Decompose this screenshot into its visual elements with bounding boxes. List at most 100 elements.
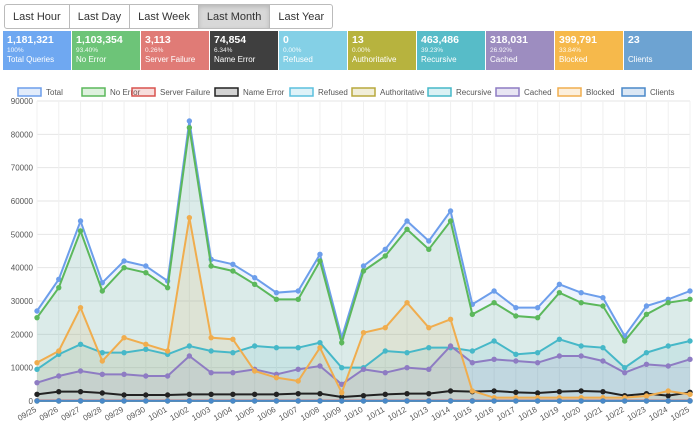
data-point[interactable] bbox=[121, 371, 127, 378]
data-point[interactable] bbox=[578, 343, 584, 349]
data-point[interactable] bbox=[164, 348, 171, 354]
data-point[interactable] bbox=[404, 218, 410, 224]
data-point[interactable] bbox=[665, 388, 671, 394]
data-point[interactable] bbox=[360, 392, 367, 399]
data-point[interactable] bbox=[295, 398, 301, 404]
data-point[interactable] bbox=[164, 398, 171, 404]
data-point[interactable] bbox=[273, 391, 280, 398]
data-point[interactable] bbox=[230, 261, 236, 268]
legend-swatch[interactable] bbox=[131, 87, 156, 97]
data-point[interactable] bbox=[556, 336, 563, 343]
data-point[interactable] bbox=[578, 398, 584, 404]
data-point[interactable] bbox=[404, 364, 410, 371]
data-point[interactable] bbox=[295, 288, 301, 294]
data-point[interactable] bbox=[208, 263, 214, 269]
data-point[interactable] bbox=[426, 344, 432, 351]
data-point[interactable] bbox=[513, 351, 519, 358]
data-point[interactable] bbox=[251, 281, 258, 288]
data-point[interactable] bbox=[34, 308, 40, 314]
data-point[interactable] bbox=[426, 246, 432, 253]
legend-swatch[interactable] bbox=[81, 87, 106, 97]
data-point[interactable] bbox=[404, 226, 410, 233]
data-point[interactable] bbox=[643, 311, 650, 318]
data-point[interactable] bbox=[251, 398, 258, 404]
data-point[interactable] bbox=[273, 398, 280, 404]
legend-label[interactable]: Authoritative bbox=[380, 88, 425, 97]
data-point[interactable] bbox=[426, 398, 432, 404]
data-point[interactable] bbox=[56, 398, 62, 404]
legend-label[interactable]: Server Failure bbox=[160, 88, 211, 97]
data-point[interactable] bbox=[447, 208, 454, 214]
data-point[interactable] bbox=[99, 349, 106, 356]
data-point[interactable] bbox=[534, 304, 541, 311]
data-point[interactable] bbox=[143, 346, 149, 353]
tab-last-day[interactable]: Last Day bbox=[68, 4, 131, 29]
data-point[interactable] bbox=[643, 393, 650, 399]
legend-label[interactable]: No Error bbox=[110, 88, 141, 97]
data-point[interactable] bbox=[251, 391, 258, 398]
data-point[interactable] bbox=[469, 398, 476, 404]
data-point[interactable] bbox=[556, 281, 563, 288]
data-point[interactable] bbox=[513, 358, 519, 364]
data-point[interactable] bbox=[186, 214, 193, 221]
legend-label[interactable]: Clients bbox=[650, 88, 674, 97]
data-point[interactable] bbox=[404, 299, 410, 306]
data-point[interactable] bbox=[382, 369, 388, 376]
data-point[interactable] bbox=[513, 304, 519, 311]
data-point[interactable] bbox=[230, 398, 236, 404]
legend-label[interactable]: Name Error bbox=[243, 88, 285, 97]
data-point[interactable] bbox=[317, 363, 323, 369]
data-point[interactable] bbox=[665, 299, 671, 306]
legend-swatch[interactable] bbox=[557, 87, 582, 97]
data-point[interactable] bbox=[665, 398, 671, 404]
data-point[interactable] bbox=[469, 348, 476, 354]
data-point[interactable] bbox=[600, 303, 606, 309]
legend-swatch[interactable] bbox=[351, 87, 376, 97]
data-point[interactable] bbox=[665, 363, 671, 369]
data-point[interactable] bbox=[622, 364, 628, 371]
data-point[interactable] bbox=[360, 366, 367, 373]
data-point[interactable] bbox=[513, 398, 519, 404]
data-point[interactable] bbox=[34, 359, 40, 366]
data-point[interactable] bbox=[469, 388, 476, 394]
data-point[interactable] bbox=[534, 398, 541, 404]
data-point[interactable] bbox=[382, 324, 388, 331]
data-point[interactable] bbox=[339, 389, 345, 396]
data-point[interactable] bbox=[77, 341, 84, 348]
data-point[interactable] bbox=[317, 251, 323, 258]
data-point[interactable] bbox=[186, 124, 193, 131]
data-point[interactable] bbox=[251, 274, 258, 281]
data-point[interactable] bbox=[643, 349, 650, 356]
data-point[interactable] bbox=[99, 358, 106, 364]
data-point[interactable] bbox=[600, 358, 606, 364]
data-point[interactable] bbox=[251, 368, 258, 374]
data-point[interactable] bbox=[56, 388, 62, 395]
data-point[interactable] bbox=[578, 299, 584, 306]
data-point[interactable] bbox=[360, 329, 367, 336]
data-point[interactable] bbox=[687, 296, 693, 303]
data-point[interactable] bbox=[186, 398, 193, 404]
data-point[interactable] bbox=[251, 343, 258, 349]
legend-swatch[interactable] bbox=[17, 87, 42, 97]
data-point[interactable] bbox=[143, 392, 149, 398]
data-point[interactable] bbox=[534, 390, 541, 396]
data-point[interactable] bbox=[382, 253, 388, 259]
data-point[interactable] bbox=[186, 343, 193, 349]
data-point[interactable] bbox=[230, 369, 236, 376]
data-point[interactable] bbox=[578, 353, 584, 359]
data-point[interactable] bbox=[143, 398, 149, 404]
data-point[interactable] bbox=[600, 294, 606, 301]
data-point[interactable] bbox=[491, 388, 497, 394]
legend-swatch[interactable] bbox=[621, 87, 646, 97]
data-point[interactable] bbox=[230, 336, 236, 343]
data-point[interactable] bbox=[687, 391, 693, 398]
data-point[interactable] bbox=[34, 314, 40, 321]
data-point[interactable] bbox=[317, 398, 323, 404]
data-point[interactable] bbox=[230, 391, 236, 398]
data-point[interactable] bbox=[447, 218, 454, 224]
data-point[interactable] bbox=[534, 359, 541, 366]
data-point[interactable] bbox=[469, 311, 476, 318]
legend-swatch[interactable] bbox=[289, 87, 314, 97]
data-point[interactable] bbox=[491, 338, 497, 344]
data-point[interactable] bbox=[382, 391, 388, 398]
